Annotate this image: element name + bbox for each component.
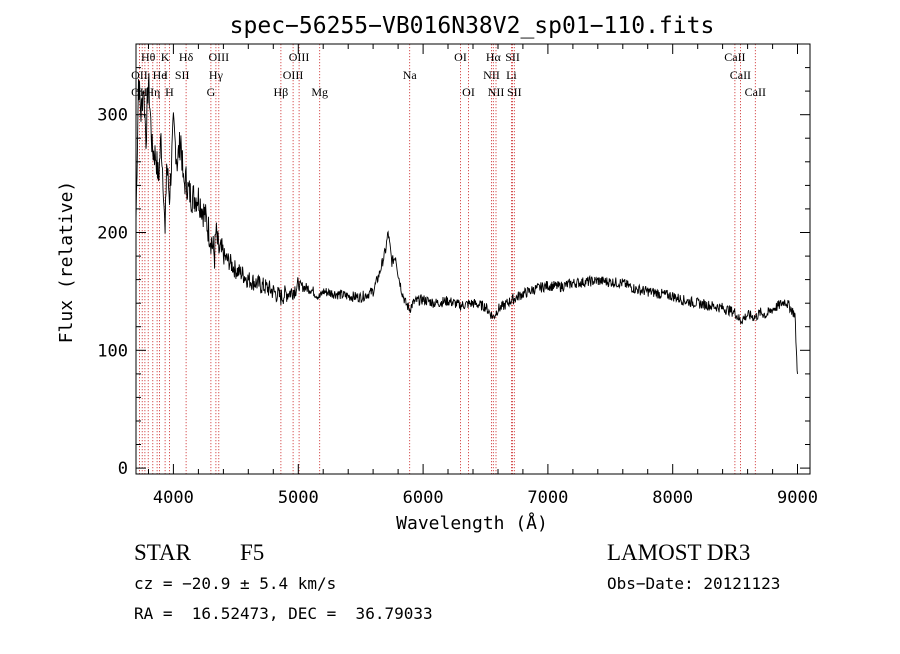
line-label-28: CaII xyxy=(745,85,766,99)
x-axis-label: Wavelength (Å) xyxy=(396,512,548,534)
line-label-17: Li xyxy=(506,68,517,82)
x-axis-ticks: 4000 5000 6000 7000 8000 9000 xyxy=(148,44,818,508)
line-label-8: CaII xyxy=(724,50,745,64)
line-label-6: Hα xyxy=(486,50,502,64)
x-tick-label: 8000 xyxy=(652,488,693,508)
spectrum-line xyxy=(135,73,798,374)
line-label-16: NII xyxy=(483,68,500,82)
line-label-4: OIII xyxy=(289,50,310,64)
x-tick-label: 9000 xyxy=(777,488,818,508)
y-tick-label: 100 xyxy=(97,341,128,361)
line-label-22: G xyxy=(207,85,216,99)
line-label-18: CaII xyxy=(730,68,751,82)
survey-name: LAMOST DR3 xyxy=(607,540,751,565)
line-label-12: SII xyxy=(175,68,190,82)
line-label-14: OIII xyxy=(283,68,304,82)
line-label-1: K xyxy=(161,50,170,64)
y-tick-label: 0 xyxy=(118,459,128,479)
line-label-24: Mg xyxy=(311,85,328,99)
x-tick-label: 6000 xyxy=(403,488,444,508)
line-label-7: SII xyxy=(505,50,520,64)
chart-title: spec−56255−VB016N38V2_sp01−110.fits xyxy=(230,13,715,39)
y-axis-label: Flux (relative) xyxy=(56,181,77,344)
line-label-2: Hδ xyxy=(179,50,194,64)
y-axis-ticks: 0 100 200 300 xyxy=(97,67,810,479)
line-label-3: OIII xyxy=(208,50,229,64)
line-label-26: NII xyxy=(488,85,505,99)
line-label-0: Hθ xyxy=(141,50,156,64)
line-label-23: Hβ xyxy=(274,85,289,99)
line-label-27: SII xyxy=(507,85,522,99)
line-label-21: H xyxy=(165,85,174,99)
line-label-15: Na xyxy=(403,68,418,82)
y-tick-label: 300 xyxy=(97,106,128,126)
x-tick-label: 7000 xyxy=(527,488,568,508)
line-label-13: Hγ xyxy=(209,68,224,82)
object-class: STAR xyxy=(134,540,191,565)
y-tick-label: 200 xyxy=(97,224,128,244)
emission-lines xyxy=(138,44,756,474)
observation-date: Obs−Date: 20121123 xyxy=(607,574,781,593)
line-label-25: OI xyxy=(462,85,475,99)
object-subclass: F5 xyxy=(240,540,265,565)
x-tick-label: 5000 xyxy=(278,488,319,508)
redshift-velocity: cz = −20.9 ± 5.4 km/s xyxy=(134,574,337,593)
line-label-9: OII xyxy=(131,68,148,82)
line-label-10: He xyxy=(153,68,167,82)
coordinates: RA = 16.52473, DEC = 36.79033 xyxy=(134,604,433,623)
spectrum-layer xyxy=(135,73,798,374)
plot-frame xyxy=(135,43,811,475)
line-label-5: OI xyxy=(454,50,467,64)
line-label-11: I xyxy=(164,68,168,82)
x-tick-label: 4000 xyxy=(153,488,194,508)
